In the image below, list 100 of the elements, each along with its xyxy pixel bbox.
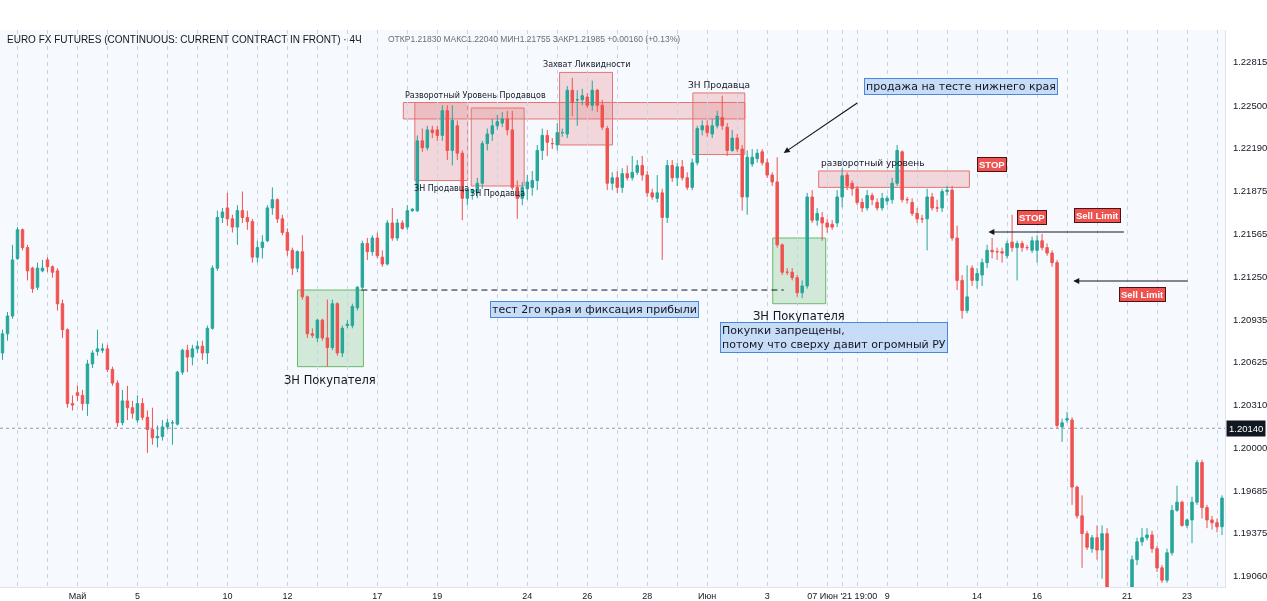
candlestick bbox=[170, 419, 175, 446]
candlestick bbox=[155, 425, 160, 448]
candlestick bbox=[50, 264, 55, 279]
candlestick bbox=[870, 192, 874, 206]
candlestick bbox=[1105, 527, 1109, 587]
candlestick bbox=[625, 164, 629, 182]
candlestick bbox=[605, 125, 609, 191]
y-tick-label: 1.20310 bbox=[1232, 399, 1267, 411]
candlestick bbox=[75, 385, 80, 402]
x-tick-label: 26 bbox=[582, 590, 593, 601]
x-tick-label: Июн bbox=[698, 590, 717, 601]
candlestick bbox=[275, 197, 280, 224]
candlestick bbox=[150, 407, 155, 446]
y-tick-label: 1.20935 bbox=[1232, 313, 1267, 325]
candlestick bbox=[125, 385, 130, 421]
candlestick bbox=[620, 167, 624, 194]
candlestick bbox=[85, 359, 90, 417]
candlestick bbox=[400, 219, 405, 231]
candlestick bbox=[225, 192, 230, 227]
x-tick-label: 10 bbox=[222, 590, 233, 601]
candlestick bbox=[1220, 494, 1224, 536]
candlestick bbox=[1000, 247, 1004, 264]
candlestick bbox=[550, 137, 554, 150]
candlestick bbox=[555, 122, 559, 151]
candlestick bbox=[280, 214, 285, 236]
band-label: ЗН Продавца bbox=[688, 80, 751, 90]
candlestick bbox=[1010, 214, 1014, 253]
candlestick bbox=[60, 299, 65, 339]
candlestick bbox=[425, 125, 430, 151]
candlestick bbox=[120, 389, 125, 427]
x-tick-label: 19 bbox=[432, 590, 443, 601]
y-tick-label: 1.19060 bbox=[1232, 570, 1267, 582]
candlestick bbox=[45, 256, 50, 273]
y-tick-label: 1.21875 bbox=[1232, 185, 1267, 197]
x-tick-label: 24 bbox=[522, 590, 533, 601]
candlestick bbox=[200, 340, 205, 361]
candlestick bbox=[215, 210, 220, 272]
candlestick bbox=[105, 344, 110, 373]
candlestick bbox=[395, 218, 400, 242]
candlestick bbox=[95, 329, 100, 357]
annotation: Sell Limit bbox=[1121, 289, 1165, 300]
candlestick bbox=[240, 190, 245, 224]
candlestick bbox=[255, 240, 260, 264]
candlestick bbox=[335, 301, 340, 357]
y-tick-label: 1.22500 bbox=[1232, 99, 1267, 111]
candlestick bbox=[330, 299, 335, 351]
candlestick bbox=[445, 104, 450, 161]
candlestick bbox=[90, 349, 95, 369]
candlestick bbox=[375, 232, 380, 260]
y-tick-label: 1.21250 bbox=[1232, 270, 1267, 282]
candlestick bbox=[5, 311, 10, 342]
candlestick bbox=[580, 88, 584, 106]
chart-title: EURO FX FUTURES (CONTINUOUS: CURRENT CONTRACT IN FRONT) · 4Ч bbox=[7, 34, 362, 45]
x-tick-label: 16 bbox=[1032, 590, 1043, 601]
candlestick bbox=[315, 318, 320, 343]
candlestick bbox=[230, 214, 235, 234]
candlestick bbox=[865, 189, 869, 212]
candlestick bbox=[365, 237, 370, 261]
candlestick bbox=[610, 171, 614, 191]
text: ОТКР1.21830 МАКС1.22040 МИН1.21755 ЗАКР1.21985 +0.00160 (+0.13%) bbox=[388, 34, 681, 44]
candlestick bbox=[20, 227, 25, 251]
candlestick bbox=[665, 159, 669, 224]
candlestick bbox=[615, 170, 619, 194]
candlestick bbox=[450, 104, 455, 166]
candlestick bbox=[1095, 524, 1099, 561]
candlestick bbox=[810, 189, 814, 224]
candlestick bbox=[990, 237, 994, 260]
x-tick-label: 28 bbox=[642, 590, 653, 601]
y-tick-label: 1.19375 bbox=[1232, 527, 1267, 539]
candlestick bbox=[930, 192, 934, 212]
candlestick bbox=[590, 80, 594, 112]
x-tick-label: 3 bbox=[764, 590, 770, 601]
candlestick bbox=[310, 327, 315, 339]
candlestick bbox=[1005, 240, 1009, 260]
candlestick bbox=[380, 249, 385, 268]
annotation: Покупки запрещены, потому что сверху давит огромный РУ bbox=[722, 324, 946, 352]
candlestick bbox=[1180, 500, 1184, 528]
candlestick bbox=[135, 394, 140, 424]
candlestick bbox=[55, 267, 60, 312]
candlestick bbox=[185, 344, 190, 373]
x-tick-label: 9 bbox=[884, 590, 890, 601]
candlestick bbox=[1090, 534, 1094, 554]
y-tick-label: 1.20625 bbox=[1232, 356, 1267, 368]
candlestick bbox=[340, 325, 345, 358]
band-label: ЗН Покупателя bbox=[753, 309, 845, 323]
candlestick bbox=[1100, 524, 1104, 580]
candlestick bbox=[875, 197, 879, 212]
candlestick bbox=[70, 394, 75, 411]
candlestick bbox=[725, 122, 729, 157]
candlestick bbox=[300, 234, 305, 301]
candlestick bbox=[570, 77, 574, 117]
candlestick bbox=[40, 259, 45, 272]
annotation: STOP bbox=[1019, 212, 1046, 223]
candlestick bbox=[285, 227, 290, 257]
candlestick bbox=[545, 129, 549, 157]
y-tick-label: 1.21565 bbox=[1232, 227, 1267, 239]
y-tick-label: 1.22815 bbox=[1232, 56, 1267, 68]
candlestick bbox=[130, 400, 135, 420]
candlestick bbox=[220, 207, 225, 224]
candlestick bbox=[1015, 240, 1019, 281]
